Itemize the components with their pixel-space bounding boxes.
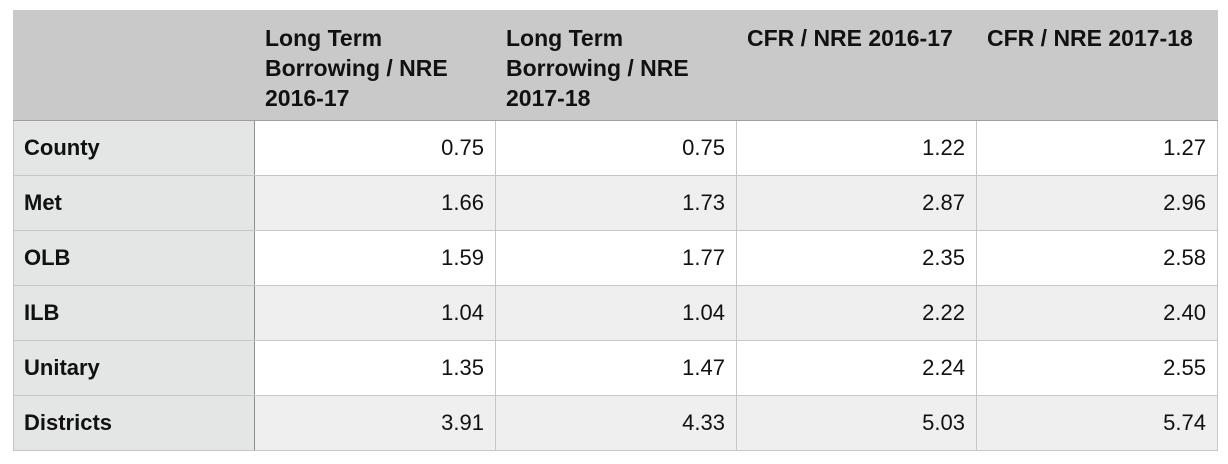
header-cell-ltb-2017-18: Long Term Borrowing / NRE 2017-18	[495, 10, 737, 121]
row-label: ILB	[13, 285, 255, 341]
table-cell: 1.04	[495, 285, 737, 341]
table-cell: 5.03	[736, 395, 977, 451]
table-cell: 2.87	[736, 175, 977, 231]
table-cell: 1.59	[254, 230, 496, 286]
table-header: Long Term Borrowing / NRE 2016-17 Long T…	[13, 10, 1218, 121]
row-label: Met	[13, 175, 255, 231]
row-label: Unitary	[13, 340, 255, 396]
table-cell: 2.35	[736, 230, 977, 286]
table-cell: 2.58	[976, 230, 1218, 286]
header-row: Long Term Borrowing / NRE 2016-17 Long T…	[13, 10, 1218, 121]
header-cell-cfr-2017-18: CFR / NRE 2017-18	[976, 10, 1218, 121]
table-row: Unitary 1.35 1.47 2.24 2.55	[13, 340, 1218, 396]
table-cell: 2.55	[976, 340, 1218, 396]
table-cell: 4.33	[495, 395, 737, 451]
table-cell: 0.75	[495, 120, 737, 176]
row-label: County	[13, 120, 255, 176]
table-cell: 1.27	[976, 120, 1218, 176]
header-cell-cfr-2016-17: CFR / NRE 2016-17	[736, 10, 977, 121]
table-row: OLB 1.59 1.77 2.35 2.58	[13, 230, 1218, 286]
table-row: Districts 3.91 4.33 5.03 5.74	[13, 395, 1218, 451]
table-cell: 2.96	[976, 175, 1218, 231]
header-cell-corner	[13, 10, 255, 121]
table-cell: 1.47	[495, 340, 737, 396]
table-row: Met 1.66 1.73 2.87 2.96	[13, 175, 1218, 231]
header-cell-ltb-2016-17: Long Term Borrowing / NRE 2016-17	[254, 10, 496, 121]
borrowing-ratio-table: Long Term Borrowing / NRE 2016-17 Long T…	[13, 10, 1218, 451]
table-cell: 1.04	[254, 285, 496, 341]
table-cell: 0.75	[254, 120, 496, 176]
table-row: ILB 1.04 1.04 2.22 2.40	[13, 285, 1218, 341]
table-cell: 1.77	[495, 230, 737, 286]
table-cell: 1.73	[495, 175, 737, 231]
table-row: County 0.75 0.75 1.22 1.27	[13, 120, 1218, 176]
table-cell: 2.40	[976, 285, 1218, 341]
table-cell: 1.35	[254, 340, 496, 396]
table-cell: 3.91	[254, 395, 496, 451]
table-cell: 2.22	[736, 285, 977, 341]
row-label: OLB	[13, 230, 255, 286]
table-cell: 5.74	[976, 395, 1218, 451]
row-label: Districts	[13, 395, 255, 451]
table-cell: 2.24	[736, 340, 977, 396]
table-cell: 1.22	[736, 120, 977, 176]
table-body: County 0.75 0.75 1.22 1.27 Met 1.66 1.73…	[13, 120, 1218, 451]
data-table-container: Long Term Borrowing / NRE 2016-17 Long T…	[13, 10, 1218, 451]
table-cell: 1.66	[254, 175, 496, 231]
